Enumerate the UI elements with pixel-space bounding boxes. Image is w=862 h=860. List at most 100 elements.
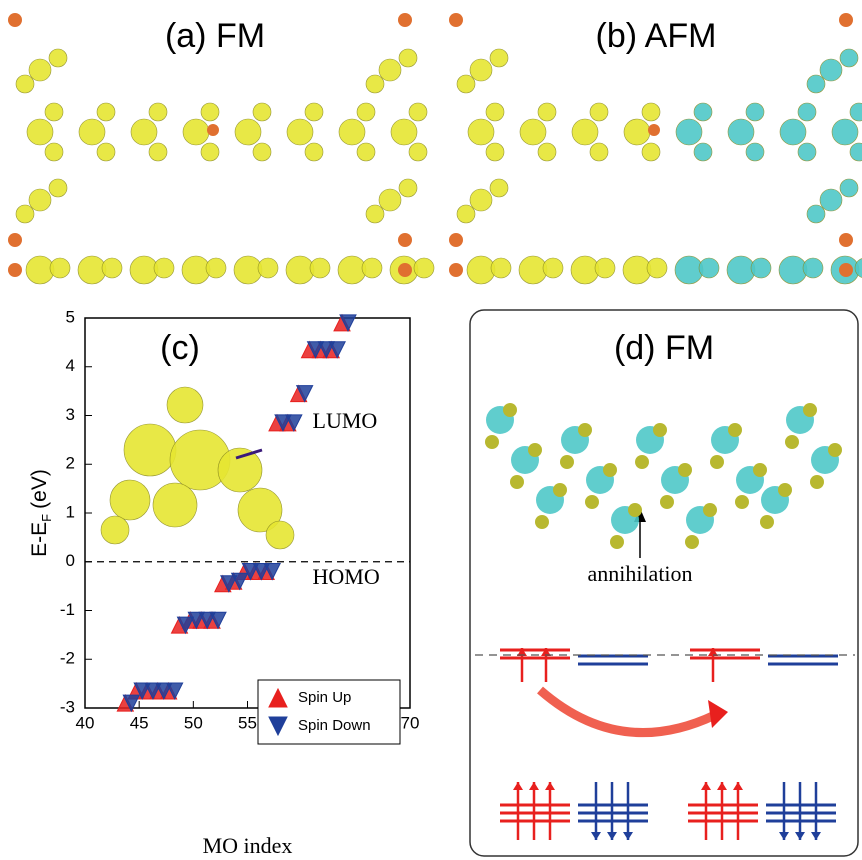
transfer-arrow <box>540 690 715 733</box>
orbital <box>131 119 157 145</box>
orbital <box>610 535 624 549</box>
orbital <box>543 258 563 278</box>
orbital <box>183 119 209 145</box>
orbital <box>149 143 167 161</box>
atom <box>449 13 463 27</box>
orbital <box>399 179 417 197</box>
orbital <box>623 256 651 284</box>
atom <box>839 233 853 247</box>
y-axis-label-part: E-E <box>28 522 51 557</box>
atom <box>8 233 22 247</box>
orbital <box>728 119 754 145</box>
orbital <box>391 119 417 145</box>
orbital <box>457 75 475 93</box>
orbital <box>467 256 495 284</box>
orbital <box>519 256 547 284</box>
spin-arrow-head <box>545 782 555 790</box>
spin-arrow-head <box>717 782 727 790</box>
orbital <box>694 103 712 121</box>
orbital <box>778 483 792 497</box>
orbital <box>201 143 219 161</box>
orbital <box>457 205 475 223</box>
orbital <box>149 103 167 121</box>
orbital <box>470 189 492 211</box>
orbital <box>578 423 592 437</box>
orbital <box>850 143 862 161</box>
orbital <box>97 143 115 161</box>
atom <box>398 13 412 27</box>
y-axis-label: E-EF(eV) <box>28 469 54 557</box>
orbital <box>746 103 764 121</box>
orbital <box>728 423 742 437</box>
orbital <box>603 463 617 477</box>
orbital <box>379 59 401 81</box>
orbital <box>746 143 764 161</box>
orbital <box>699 258 719 278</box>
orbital <box>201 103 219 121</box>
orbital <box>560 455 574 469</box>
orbital <box>45 103 63 121</box>
spin-arrow-head <box>795 832 805 840</box>
y-tick-label: 5 <box>66 307 75 326</box>
orbital <box>399 49 417 67</box>
legend-label: Spin Down <box>298 717 371 734</box>
atom <box>8 263 22 277</box>
orbital <box>850 103 862 121</box>
orbital <box>491 258 511 278</box>
spin-arrow-head <box>607 832 617 840</box>
panel-title: (d) FM <box>614 329 714 367</box>
spin-arrow-head <box>733 782 743 790</box>
orbital <box>310 258 330 278</box>
x-tick-label: 40 <box>76 713 95 732</box>
orbital <box>16 205 34 223</box>
orbital <box>503 403 517 417</box>
x-axis-label: MO index <box>203 833 293 858</box>
orbital <box>253 143 271 161</box>
orbital <box>572 119 598 145</box>
chart: (c)40455055606570-3-2-1012345MO indexE-E… <box>28 307 420 858</box>
orbital <box>49 49 67 67</box>
x-tick-label: 55 <box>238 713 257 732</box>
orbital <box>642 143 660 161</box>
legend-label: Spin Up <box>298 689 351 706</box>
y-tick-label: 4 <box>66 356 75 375</box>
orbital <box>807 75 825 93</box>
orbital <box>286 256 314 284</box>
spin-arrow-head <box>513 782 523 790</box>
orbital <box>78 256 106 284</box>
orbital <box>803 258 823 278</box>
atom <box>449 233 463 247</box>
orbital <box>357 143 375 161</box>
orbital <box>338 256 366 284</box>
orbital <box>235 119 261 145</box>
orbital <box>486 143 504 161</box>
orbital <box>553 483 567 497</box>
orbital <box>101 516 129 544</box>
orbital <box>628 503 642 517</box>
spin-arrow-head <box>779 832 789 840</box>
orbital <box>635 455 649 469</box>
orbital <box>642 103 660 121</box>
orbital <box>595 258 615 278</box>
orbital <box>29 189 51 211</box>
orbital <box>780 119 806 145</box>
figure: (a) FM (b) AFM (d) FM annihilation (c)40… <box>0 0 862 860</box>
orbital <box>379 189 401 211</box>
y-tick-label: -2 <box>60 649 75 668</box>
orbital <box>798 143 816 161</box>
orbital <box>828 443 842 457</box>
orbital <box>79 119 105 145</box>
atom <box>398 263 412 277</box>
orbital <box>590 103 608 121</box>
orbital <box>803 403 817 417</box>
orbital <box>710 455 724 469</box>
orbital <box>585 495 599 509</box>
chart-title: (c) <box>160 329 200 367</box>
orbital <box>468 119 494 145</box>
x-tick-label: 45 <box>130 713 149 732</box>
y-tick-label: 1 <box>66 502 75 521</box>
orbital <box>760 515 774 529</box>
atom <box>648 124 660 136</box>
annotation: HOMO <box>313 564 380 589</box>
orbital <box>167 387 203 423</box>
